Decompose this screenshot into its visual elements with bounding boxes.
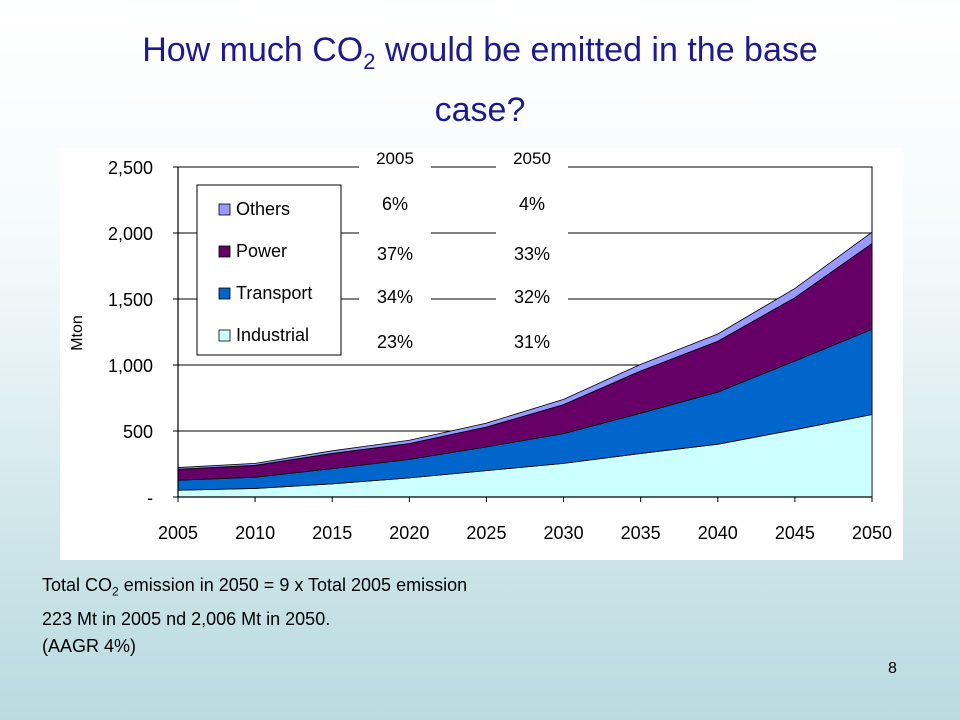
- point-others-2020: [409, 440, 410, 441]
- point-others-2025: [486, 423, 487, 424]
- legend-swatch-industrial: [218, 329, 231, 342]
- share-2005-industrial: 23%: [377, 332, 413, 352]
- share-year-2005: 2005: [376, 149, 414, 168]
- legend-label-others: Others: [236, 199, 290, 219]
- point-others-2045: [794, 288, 795, 289]
- y-axis-label: Mton: [69, 315, 86, 351]
- summary-text: Total CO2 emission in 2050 = 9 x Total 2…: [42, 572, 467, 660]
- x-tick-label-2030: 2030: [544, 523, 584, 543]
- x-tick-label-2020: 2020: [389, 523, 429, 543]
- x-tick-label-2010: 2010: [235, 523, 275, 543]
- x-tick-label-2045: 2045: [775, 523, 815, 543]
- y-tick-label-2000: 2,000: [108, 224, 153, 244]
- point-others-2050: [872, 232, 873, 233]
- area-others: [177, 231, 873, 470]
- emissions-chart: - 500 1,000 1,500 2,000 2,500 2005 2010 2015 2020…: [69, 148, 892, 543]
- share-2050-others: 4%: [519, 194, 545, 214]
- summary-line-2: 223 Mt in 2005 nd 2,006 Mt in 2050.: [42, 608, 331, 629]
- share-2005-power: 37%: [377, 244, 413, 264]
- share-2005-others: 6%: [382, 194, 408, 214]
- share-2050-industrial: 31%: [514, 332, 550, 352]
- y-tick-label-0: -: [147, 488, 153, 508]
- share-2050-power: 33%: [514, 244, 550, 264]
- legend-swatch-others: [218, 203, 231, 216]
- share-2005-transport: 34%: [377, 287, 413, 307]
- point-others-2035: [640, 364, 641, 365]
- share-year-2050: 2050: [513, 149, 551, 168]
- x-tick-label-2035: 2035: [621, 523, 661, 543]
- summary-line-3: (AAGR 4%): [42, 635, 137, 656]
- share-2050-transport: 32%: [514, 287, 550, 307]
- legend-label-transport: Transport: [236, 283, 312, 303]
- summary-line-1-prefix: Total CO: [42, 575, 113, 595]
- summary-line-1-sub: 2: [112, 584, 119, 599]
- title-suffix: would be emitted in the base: [375, 31, 818, 69]
- y-tick-label-1000: 1,000: [108, 356, 153, 376]
- x-tick-label-2005: 2005: [158, 523, 198, 543]
- point-others-2015: [332, 450, 333, 451]
- legend-swatch-power: [218, 245, 231, 258]
- point-others-2030: [563, 399, 564, 400]
- x-tick-label-2025: 2025: [466, 523, 506, 543]
- title-prefix: How much CO: [142, 31, 364, 69]
- y-tick-label-1500: 1,500: [108, 290, 153, 310]
- x-tick-label-2015: 2015: [312, 523, 352, 543]
- x-tick-label-2050: 2050: [852, 523, 892, 543]
- chart-area: - 500 1,000 1,500 2,000 2,500 2005 2010 2015 2020…: [60, 148, 903, 560]
- title-line2: case?: [434, 90, 526, 129]
- y-tick-label-2500: 2,500: [108, 158, 153, 178]
- summary-line-1-suffix: emission in 2050 = 9 x Total 2005 emissi…: [118, 575, 468, 595]
- legend-swatch-transport: [218, 287, 231, 300]
- point-others-2040: [717, 333, 718, 334]
- x-tick-label-2040: 2040: [698, 523, 738, 543]
- summary-line-1: Total CO2 emission in 2050 = 9 x Total 2…: [42, 572, 467, 606]
- share-box-2005: [359, 148, 431, 356]
- legend-label-power: Power: [236, 241, 287, 261]
- legend-label-industrial: Industrial: [236, 325, 309, 345]
- title-sub: 2: [363, 48, 376, 74]
- page-number: 8: [888, 660, 897, 677]
- slide-title: How much CO2 would be emitted in the bas…: [60, 26, 900, 134]
- point-others-2010: [255, 463, 256, 464]
- share-box-2050: [496, 148, 568, 356]
- y-tick-label-500: 500: [123, 422, 153, 442]
